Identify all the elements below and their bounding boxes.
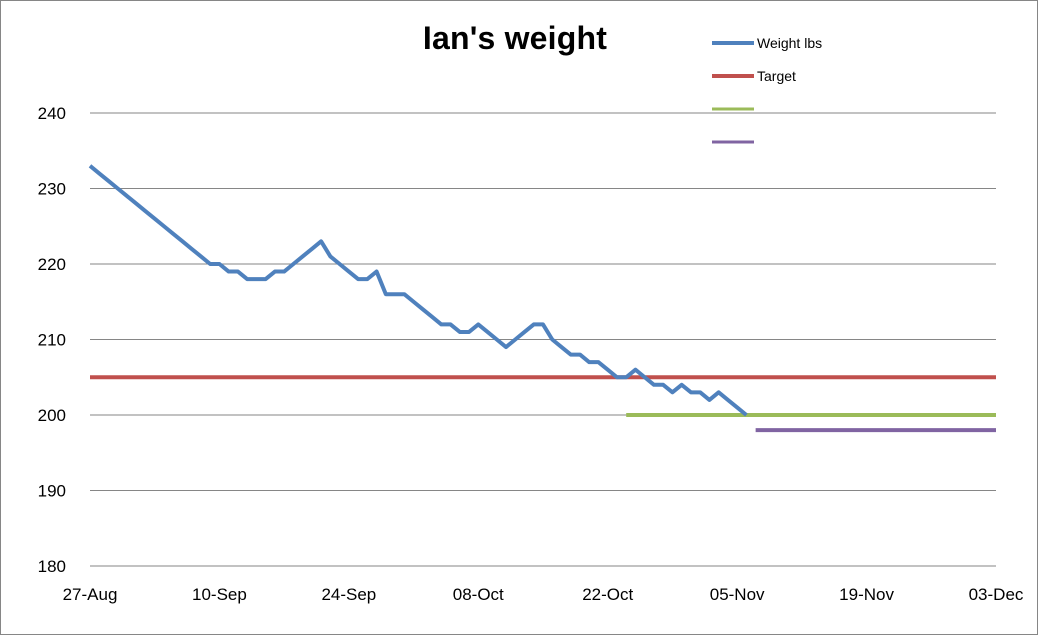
y-tick-label: 180 (38, 557, 66, 576)
x-tick-label: 05-Nov (710, 585, 765, 604)
y-tick-label: 190 (38, 482, 66, 501)
x-tick-label: 19-Nov (839, 585, 894, 604)
x-tick-label: 27-Aug (63, 585, 118, 604)
x-axis-ticks: 27-Aug 10-Sep 24-Sep 08-Oct 22-Oct 05-Nov 19-N… (63, 585, 1024, 604)
y-axis-ticks: 180 190 200 210 220 230 240 (38, 104, 66, 576)
chart-title: Ian's weight (422, 20, 608, 56)
gridlines (90, 112, 996, 567)
y-tick-label: 210 (38, 331, 66, 350)
x-tick-label: 03-Dec (969, 585, 1024, 604)
x-tick-label: 08-Oct (453, 585, 504, 604)
x-tick-label: 22-Oct (582, 585, 633, 604)
series-lines (88, 164, 996, 433)
y-tick-label: 240 (38, 104, 66, 123)
legend-label-0: Weight lbs (757, 35, 822, 51)
x-tick-label: 10-Sep (192, 585, 247, 604)
legend: Weight lbs Target (712, 35, 822, 144)
y-tick-label: 230 (38, 180, 66, 199)
y-tick-label: 200 (38, 406, 66, 425)
series-line-0 (88, 164, 748, 417)
y-tick-label: 220 (38, 255, 66, 274)
legend-label-1: Target (757, 68, 796, 84)
x-tick-label: 24-Sep (321, 585, 376, 604)
